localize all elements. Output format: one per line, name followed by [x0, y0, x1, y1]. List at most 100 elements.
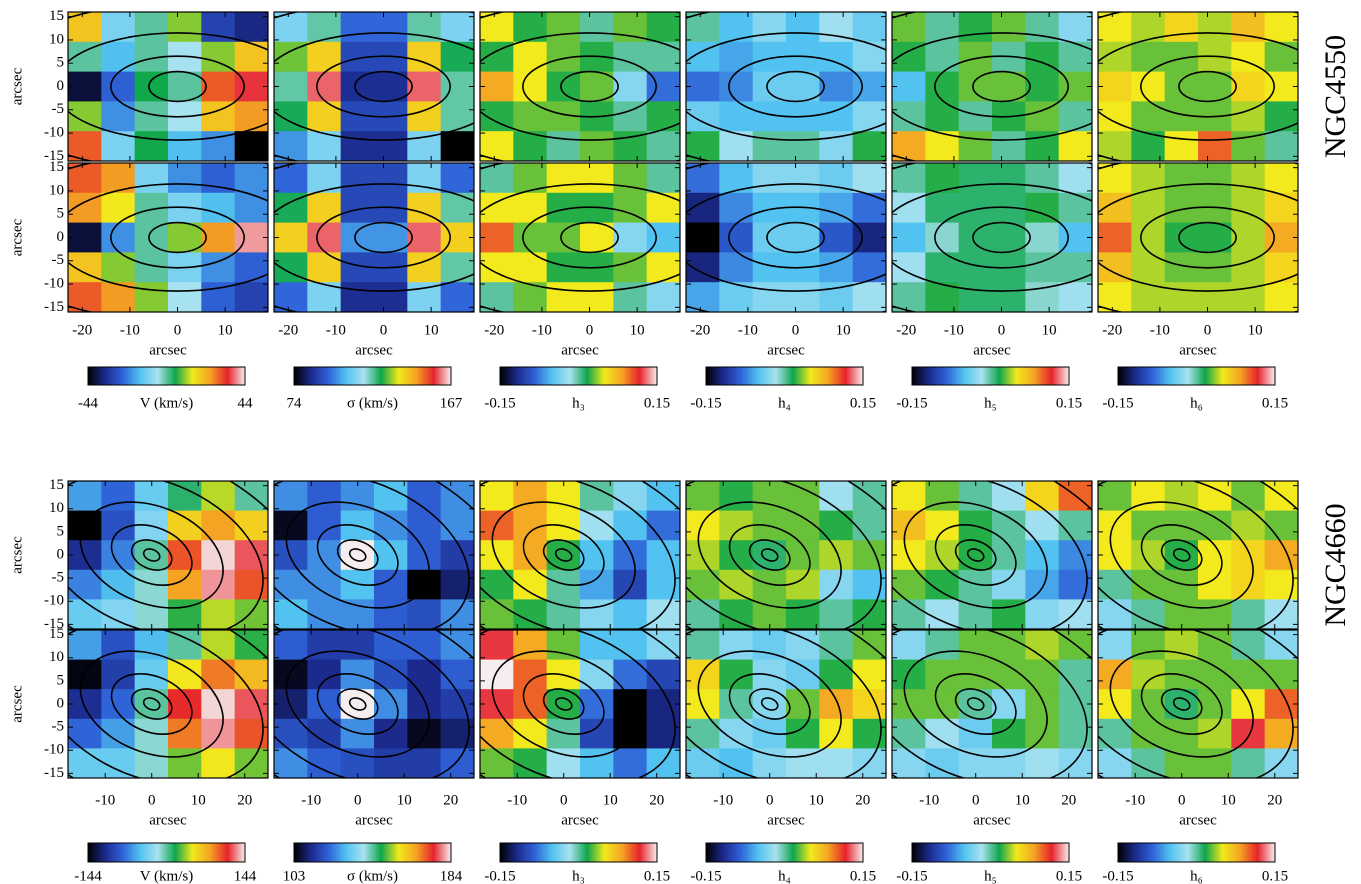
map-cell: [1131, 222, 1166, 253]
contour: [285, 650, 430, 758]
x-axis-label: arcsec: [767, 812, 805, 828]
contour: [274, 32, 474, 141]
colorbar-min: -0.15: [896, 395, 927, 411]
map-cell: [1098, 689, 1132, 720]
contour: [686, 183, 886, 292]
map-cell: [686, 71, 720, 102]
map-cell: [340, 282, 375, 312]
contour: [903, 650, 1048, 758]
map-cell: [992, 718, 1026, 749]
map-cell: [68, 599, 102, 629]
colorbar-max: 167: [440, 395, 463, 411]
colorbar-label: σ (km/s): [347, 395, 398, 411]
map-cell: [613, 481, 648, 512]
map-cell: [786, 630, 820, 661]
contour: [110, 673, 193, 735]
contour: [1098, 481, 1294, 629]
colorbar-min: 103: [283, 868, 306, 884]
contour: [954, 539, 997, 571]
map-cell: [892, 630, 926, 661]
map-cell: [1264, 510, 1298, 541]
map-cell: [407, 659, 442, 690]
map-cell: [786, 481, 820, 512]
map-cell: [134, 71, 169, 102]
contour: [686, 630, 882, 778]
contour: [110, 55, 245, 118]
contour: [68, 481, 264, 629]
map-cell: [274, 510, 308, 541]
contour: [68, 630, 264, 778]
y-tick-label: -10: [44, 593, 64, 609]
map-cell: [480, 163, 514, 194]
contour: [148, 70, 207, 103]
map-cell: [819, 282, 854, 312]
contour: [130, 539, 173, 571]
map-cell: [546, 163, 581, 194]
contour: [68, 32, 268, 141]
colorbar-label: h₄: [778, 395, 791, 411]
map-cell: [480, 569, 514, 600]
map-cell: [440, 12, 474, 43]
map-cell: [1231, 689, 1266, 720]
map-cell: [1264, 163, 1298, 194]
x-axis-label: arcsec: [561, 342, 599, 358]
map-cell: [1098, 718, 1132, 749]
map-cell: [892, 222, 926, 253]
x-tick-label: 0: [998, 322, 1006, 338]
colorbar-label: V (km/s): [140, 868, 193, 884]
map-cell: [1164, 12, 1199, 43]
map-cell: [719, 540, 754, 571]
map-cell: [992, 131, 1026, 161]
map-cell: [1198, 569, 1232, 600]
x-tick-label: 0: [380, 322, 388, 338]
map-cell: [1264, 599, 1298, 629]
map-cell: [892, 569, 926, 600]
y-tick-label: 5: [57, 206, 65, 222]
map-cell: [1058, 282, 1092, 312]
contour: [954, 688, 997, 720]
map-cell: [68, 748, 102, 778]
map-cell: [752, 481, 787, 512]
map-cell: [68, 569, 102, 600]
contour: [142, 697, 161, 711]
map-cell: [234, 163, 268, 194]
map-cell: [274, 540, 308, 571]
map-cell: [307, 222, 342, 253]
map-cell: [1058, 252, 1092, 283]
x-tick-label: -20: [690, 322, 710, 338]
map-cell: [852, 510, 886, 541]
map-cell: [546, 71, 581, 102]
map-cell: [168, 718, 202, 749]
map-cell: [274, 630, 308, 661]
map-cell: [580, 282, 614, 312]
map-cell: [1098, 163, 1132, 194]
map-cell: [307, 689, 342, 720]
map-cell: [958, 71, 993, 102]
map-cell: [1098, 222, 1132, 253]
map-cell: [407, 510, 442, 541]
y-axis-label: arcsec: [9, 685, 25, 723]
map-cell: [1231, 282, 1266, 312]
map-cell: [68, 718, 102, 749]
contour: [1160, 539, 1203, 571]
contour: [148, 221, 207, 254]
map-cell: [440, 510, 474, 541]
map-cell: [1058, 163, 1092, 194]
map-cell: [1025, 71, 1060, 102]
map-cell: [752, 163, 787, 194]
contour: [348, 548, 367, 562]
contour: [728, 55, 863, 118]
map-cell: [340, 540, 375, 571]
map-cell: [992, 569, 1026, 600]
map-cell: [613, 540, 648, 571]
map-cell: [819, 510, 854, 541]
x-tick-label: -10: [1125, 792, 1145, 808]
map-panel: [68, 163, 268, 312]
map-cell: [407, 630, 442, 661]
colorbar-max: 0.15: [1262, 868, 1288, 884]
map-cell: [958, 222, 993, 253]
x-tick-label: -10: [326, 322, 346, 338]
map-cell: [992, 282, 1026, 312]
map-cell: [68, 659, 102, 690]
colorbar: [499, 842, 658, 863]
